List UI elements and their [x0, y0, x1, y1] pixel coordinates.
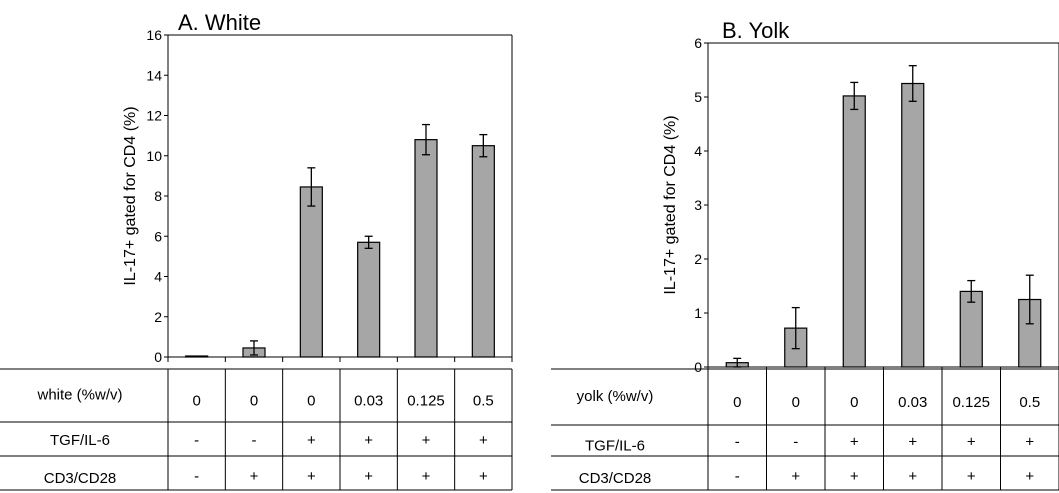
y-tick-label: 6: [694, 35, 702, 51]
bar: [901, 82, 925, 368]
table-cell: +: [364, 468, 373, 485]
chart-title: B. Yolk: [722, 18, 790, 43]
y-tick-label: 2: [154, 309, 162, 325]
chart-white-svg: A. White 0 2 4 6 8 10 12 14 16 IL-17+ gated for CD…: [0, 10, 513, 491]
table-cell: +: [908, 434, 917, 451]
table-cell: 0.03: [354, 393, 383, 410]
table-cell: +: [250, 468, 259, 485]
y-tick-label: 4: [154, 269, 162, 285]
table-cell: +: [364, 432, 373, 449]
table-cell: 0.03: [898, 394, 927, 411]
table-cell: 0: [850, 394, 858, 411]
table-cell: 0: [307, 393, 315, 410]
table-cell: -: [735, 434, 740, 451]
table-cell: +: [908, 468, 917, 485]
table-cell: 0.125: [407, 393, 445, 410]
y-tick-label: 0: [154, 349, 162, 365]
table-cell: -: [793, 434, 798, 451]
bar: [842, 95, 866, 368]
table-cell: +: [967, 468, 976, 485]
bar: [299, 186, 323, 358]
table-cell: +: [422, 432, 431, 449]
table-row-label: CD3/CD28: [44, 470, 117, 487]
table-cell: -: [194, 432, 199, 449]
table-cell: +: [1025, 468, 1034, 485]
table-cell: +: [791, 468, 800, 485]
table-row-label: TGF/IL-6: [585, 438, 645, 455]
y-tick-label: 1: [694, 305, 702, 321]
table-cell: 0.5: [473, 393, 494, 410]
y-tick-label: 3: [694, 197, 702, 213]
table-cell: 0: [250, 393, 258, 410]
table-cell: +: [422, 468, 431, 485]
table-cell: +: [307, 468, 316, 485]
panel-yolk: B. Yolk 0 1 2 3 4 5 6 IL-17+ gated for CD4 (%) yo…: [545, 0, 1059, 493]
table-cell: +: [307, 432, 316, 449]
table-row-label: TGF/IL-6: [50, 432, 110, 449]
table-cell: +: [967, 434, 976, 451]
bar: [471, 145, 495, 358]
table-row-label: CD3/CD28: [579, 470, 652, 487]
y-tick-label: 0: [694, 359, 702, 375]
bar: [414, 139, 438, 358]
y-tick-label: 16: [146, 27, 162, 43]
table-cell: +: [479, 468, 488, 485]
bar: [185, 355, 209, 358]
y-tick-label: 4: [694, 143, 702, 159]
chart-yolk-svg: B. Yolk 0 1 2 3 4 5 6 IL-17+ gated for CD4 (%) yo…: [551, 18, 1059, 491]
y-tick-label: 6: [154, 228, 162, 244]
y-tick-label: 14: [146, 67, 162, 83]
table-cell: 0: [792, 394, 800, 411]
y-axis-label: IL-17+ gated for CD4 (%): [662, 115, 679, 294]
table-row-label: yolk (%w/v): [577, 388, 654, 405]
y-tick-label: 10: [146, 148, 162, 164]
chart-title: A. White: [178, 10, 261, 35]
table-cell: 0.125: [952, 394, 990, 411]
table-row-label: white (%w/v): [36, 387, 122, 404]
table-cell: -: [252, 432, 257, 449]
table-cell: 0: [192, 393, 200, 410]
table-cell: +: [850, 434, 859, 451]
y-tick-label: 2: [694, 251, 702, 267]
y-tick-label: 12: [146, 108, 162, 124]
panel-white: A. White 0 2 4 6 8 10 12 14 16 IL-17+ gated for CD…: [0, 0, 520, 493]
table-cell: 0.5: [1019, 394, 1040, 411]
table-cell: +: [1025, 434, 1034, 451]
table-cell: -: [194, 468, 199, 485]
table-cell: +: [850, 468, 859, 485]
table-cell: 0: [733, 394, 741, 411]
y-tick-label: 8: [154, 188, 162, 204]
y-axis-label: IL-17+ gated for CD4 (%): [122, 106, 139, 285]
bar: [357, 241, 381, 358]
y-tick-label: 5: [694, 89, 702, 105]
table-cell: +: [479, 432, 488, 449]
table-cell: -: [735, 468, 740, 485]
